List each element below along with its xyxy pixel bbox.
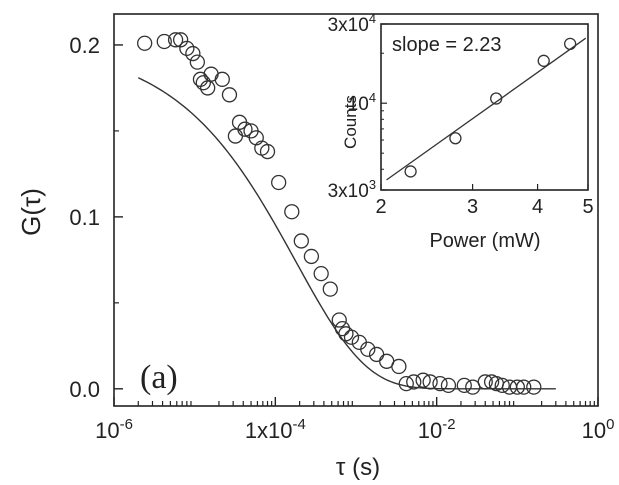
- inset-background: [381, 24, 588, 190]
- main-data-point: [494, 377, 510, 394]
- panel-label: (a): [140, 359, 178, 396]
- main-y-axis-label: G(τ): [16, 188, 46, 236]
- main-data-point: [360, 341, 376, 357]
- main-data-point: [331, 312, 347, 328]
- main-x-tick-labels: 10-6 1x10-4 10-2 100: [95, 416, 614, 443]
- main-x-axis-label: τ (s): [336, 454, 380, 481]
- main-data-point: [440, 377, 457, 394]
- inset-x-tick-label: 2: [375, 196, 386, 218]
- main-data-point: [334, 320, 351, 337]
- main-data-point: [156, 33, 172, 50]
- main-x-tick-label: 1x10-4: [245, 416, 306, 443]
- inset-y-tick-labels: 3x103 104 3x104: [328, 11, 376, 202]
- inset-data-point: [537, 54, 550, 67]
- main-data-point: [214, 71, 230, 87]
- main-plot-frame: [113, 13, 599, 407]
- main-y-tick-label: 0.0: [69, 377, 100, 402]
- main-data-point: [189, 54, 206, 70]
- main-data-point: [456, 377, 472, 394]
- main-x-tick-label: 10-2: [418, 416, 456, 443]
- main-data-point: [422, 374, 438, 390]
- main-data-point: [313, 265, 329, 282]
- inset-data-points: [404, 37, 577, 178]
- inset-data-point: [563, 37, 577, 50]
- main-data-point: [351, 334, 367, 351]
- main-y-tick-label: 0.2: [69, 33, 100, 58]
- main-data-point: [167, 32, 184, 48]
- main-data-point: [137, 35, 153, 51]
- inset-data-point: [404, 165, 417, 178]
- main-data-points: [137, 32, 542, 395]
- inset-panel: 2 3 4 5 3x103 104 3x104 slope = 2.23 Counts P…: [328, 11, 594, 252]
- inset-x-axis-label: Power (mW): [429, 230, 540, 252]
- slope-annotation: slope = 2.23: [392, 34, 502, 56]
- inset-axis-ticks: [380, 23, 589, 191]
- inset-data-point: [490, 92, 503, 105]
- inset-x-tick-label: 4: [532, 196, 543, 218]
- main-data-point: [293, 233, 309, 249]
- inset-data-point: [449, 132, 462, 145]
- inset-y-tick-label: 104: [348, 90, 376, 115]
- main-data-point: [259, 143, 276, 160]
- main-data-point: [221, 87, 238, 103]
- main-data-point: [195, 75, 211, 91]
- main-data-point: [415, 372, 431, 388]
- main-data-point: [271, 174, 287, 191]
- main-x-tick-label: 100: [582, 416, 615, 443]
- main-data-point: [391, 358, 407, 375]
- inset-x-tick-label: 3: [467, 196, 478, 218]
- main-data-point: [398, 375, 414, 392]
- main-data-point: [227, 128, 244, 144]
- inset-x-tick-labels: 2 3 4 5: [375, 196, 593, 218]
- inset-y-tick-label: 3x104: [328, 11, 376, 36]
- inset-y-axis-label: Counts: [341, 95, 360, 149]
- inset-x-tick-label: 5: [582, 196, 593, 218]
- main-data-point: [432, 375, 448, 392]
- main-data-point: [185, 45, 201, 62]
- main-panel: 10-6 1x10-4 10-2 100 0.0 0.1 0.2 G(τ) τ (s) (…: [16, 13, 614, 481]
- main-data-point: [203, 66, 219, 82]
- main-data-point: [516, 379, 532, 395]
- main-data-point: [322, 281, 338, 297]
- inset-fit-line: [386, 37, 587, 181]
- main-data-point: [477, 374, 493, 390]
- main-data-point: [179, 40, 195, 57]
- main-axis-ticks: [113, 44, 599, 406]
- main-data-point: [284, 204, 300, 220]
- main-y-tick-labels: 0.0 0.1 0.2: [69, 33, 100, 402]
- inset-y-tick-label: 3x103: [328, 177, 376, 202]
- inset-plot-frame: [380, 23, 589, 191]
- main-data-point: [237, 121, 253, 137]
- main-data-point: [526, 379, 542, 395]
- main-y-tick-label: 0.1: [69, 205, 100, 230]
- main-data-point: [192, 71, 209, 87]
- main-data-point: [509, 379, 525, 395]
- main-x-tick-label: 10-6: [95, 416, 133, 443]
- main-data-point: [406, 374, 422, 390]
- main-data-point: [343, 329, 360, 345]
- main-data-point: [303, 248, 320, 265]
